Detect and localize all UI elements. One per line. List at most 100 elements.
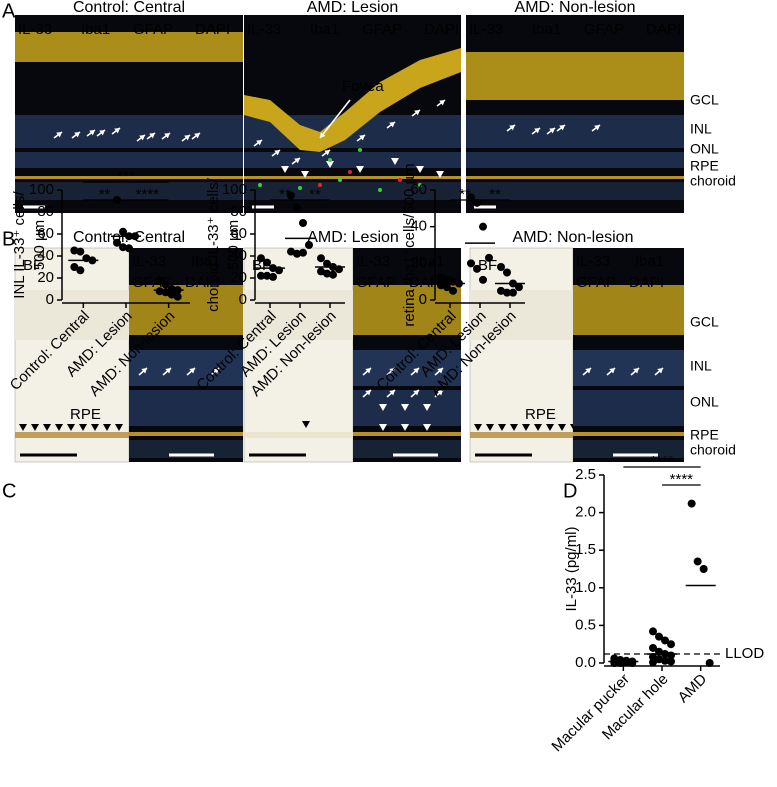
brightfield bbox=[243, 247, 354, 463]
data-point bbox=[263, 258, 271, 267]
y-axis-label: 500 µm bbox=[225, 220, 242, 270]
onl-band bbox=[353, 390, 461, 426]
significance-label: **** bbox=[650, 453, 674, 470]
image-title: AMD: Non-lesion bbox=[515, 0, 636, 16]
arrowhead-marker bbox=[391, 158, 399, 165]
stain-label: GFAP bbox=[356, 274, 396, 291]
inl-band bbox=[15, 115, 243, 148]
arrow-head bbox=[74, 132, 80, 138]
significance-label: ** bbox=[459, 186, 471, 203]
y-tick-label: 0 bbox=[419, 291, 427, 308]
rpe-band bbox=[573, 432, 684, 436]
panel-letter: B bbox=[2, 228, 15, 250]
y-tick-label: 0 bbox=[239, 291, 247, 308]
stain-label: Iba1 bbox=[81, 21, 110, 38]
panel-letter: D bbox=[563, 480, 577, 502]
arrowhead-marker bbox=[474, 424, 482, 431]
il33-cell bbox=[418, 183, 422, 187]
arrow-head bbox=[164, 133, 170, 139]
layer-label: ONL bbox=[690, 394, 719, 410]
arrowhead-marker bbox=[356, 166, 364, 173]
panel-letter: C bbox=[2, 480, 16, 502]
arrow-head bbox=[437, 390, 443, 396]
arrow-head bbox=[141, 368, 147, 374]
arrow-head bbox=[657, 368, 663, 374]
onl-band bbox=[129, 390, 243, 426]
arrow-head bbox=[413, 368, 419, 374]
onl-band bbox=[573, 390, 684, 426]
bf-texture bbox=[244, 290, 353, 340]
layer-label: RPE bbox=[690, 427, 719, 443]
arrowhead-marker bbox=[498, 424, 506, 431]
stain-label: Iba1 bbox=[310, 21, 339, 38]
data-point bbox=[503, 288, 511, 297]
arrow-head bbox=[149, 133, 155, 139]
arrow-head bbox=[365, 390, 371, 396]
y-tick-label: 0.0 bbox=[575, 654, 596, 671]
data-point bbox=[293, 249, 301, 258]
stain-label: GFAP bbox=[584, 21, 624, 38]
arrowhead-marker bbox=[326, 161, 334, 168]
data-point bbox=[497, 286, 505, 295]
data-point bbox=[667, 657, 675, 666]
arrow-head bbox=[114, 128, 120, 134]
arrow-head bbox=[585, 368, 591, 374]
arrowhead-marker bbox=[91, 424, 99, 431]
layer-label: INL bbox=[690, 358, 712, 374]
stain-label: Iba1 bbox=[532, 21, 561, 38]
data-point bbox=[503, 268, 511, 277]
data-point bbox=[287, 191, 295, 200]
data-point bbox=[299, 248, 307, 257]
x-tick-label: AMD bbox=[675, 671, 711, 707]
data-point bbox=[317, 267, 325, 276]
y-tick-label: 60 bbox=[410, 181, 427, 198]
bf-label: BF bbox=[478, 257, 497, 274]
arrowhead-marker bbox=[379, 424, 387, 431]
arrowhead-marker bbox=[416, 166, 424, 173]
il33-cell bbox=[378, 188, 382, 192]
rpe-band bbox=[129, 432, 243, 436]
layer-label: ONL bbox=[690, 141, 719, 157]
data-point bbox=[173, 292, 182, 301]
arrow-head bbox=[559, 125, 565, 131]
arrowhead-marker bbox=[31, 424, 39, 431]
choroid-band bbox=[129, 440, 243, 458]
significance-label: ** bbox=[279, 186, 291, 203]
data-point bbox=[257, 254, 265, 263]
image-title: Control: Central bbox=[73, 0, 185, 16]
iba1-cell bbox=[398, 178, 402, 182]
data-point bbox=[479, 275, 487, 284]
data-point bbox=[655, 655, 663, 664]
arrow-head bbox=[389, 390, 395, 396]
arrowhead-marker bbox=[115, 424, 123, 431]
stain-label: GFAP bbox=[133, 21, 173, 38]
choroid-band bbox=[466, 182, 684, 200]
y-tick-label: 0 bbox=[46, 291, 54, 308]
arrow-head bbox=[324, 150, 330, 156]
arrow-head bbox=[89, 130, 95, 136]
arrowhead-marker bbox=[401, 424, 409, 431]
data-point bbox=[443, 283, 451, 292]
arrow-head bbox=[99, 130, 105, 136]
arrow-head bbox=[56, 132, 62, 138]
data-point bbox=[119, 227, 127, 236]
arrow-head bbox=[256, 140, 262, 146]
significance-label: ** bbox=[309, 186, 321, 203]
y-tick-label: 2.0 bbox=[575, 504, 596, 521]
layer-label: GCL bbox=[690, 92, 719, 108]
arrow-head bbox=[365, 368, 371, 374]
arrowhead-marker bbox=[55, 424, 63, 431]
choroid-band bbox=[15, 182, 243, 200]
gfap-layer bbox=[129, 285, 243, 335]
rpe-label: RPE bbox=[70, 406, 101, 423]
y-axis-label: choroid IL-33⁺ cells/ bbox=[205, 177, 222, 312]
data-point bbox=[497, 263, 505, 271]
arrow-head bbox=[189, 368, 195, 374]
data-point bbox=[155, 276, 164, 285]
bf-texture bbox=[470, 290, 573, 340]
panel-letter: A bbox=[2, 0, 16, 22]
data-point bbox=[479, 222, 487, 231]
gfap-layer bbox=[466, 52, 684, 100]
data-point bbox=[329, 270, 337, 279]
il33-cell bbox=[328, 158, 332, 162]
